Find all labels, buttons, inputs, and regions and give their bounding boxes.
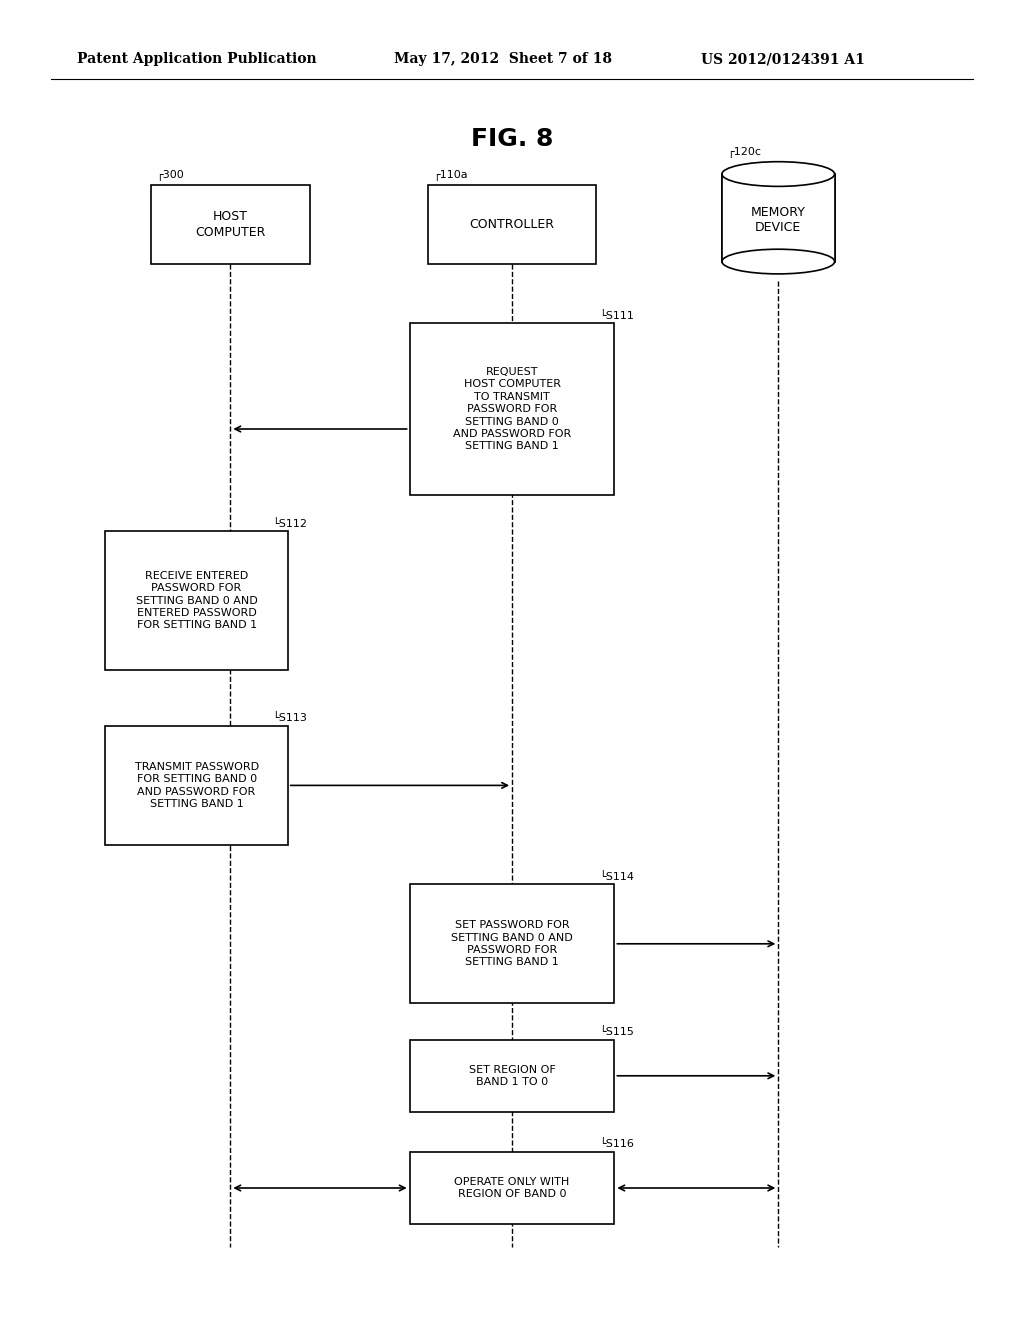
Bar bbox=[410, 323, 614, 495]
Bar bbox=[105, 726, 288, 845]
Text: └S112: └S112 bbox=[272, 519, 307, 528]
Text: ┌300: ┌300 bbox=[157, 170, 184, 181]
Bar bbox=[410, 1151, 614, 1225]
Text: └S114: └S114 bbox=[599, 871, 634, 882]
Text: TRANSMIT PASSWORD
FOR SETTING BAND 0
AND PASSWORD FOR
SETTING BAND 1: TRANSMIT PASSWORD FOR SETTING BAND 0 AND… bbox=[134, 762, 259, 809]
Text: └S113: └S113 bbox=[272, 713, 307, 723]
Ellipse shape bbox=[722, 249, 835, 275]
Text: OPERATE ONLY WITH
REGION OF BAND 0: OPERATE ONLY WITH REGION OF BAND 0 bbox=[455, 1177, 569, 1199]
Bar bbox=[410, 1040, 614, 1111]
Bar bbox=[428, 185, 596, 264]
Text: └S115: └S115 bbox=[599, 1027, 634, 1038]
Text: SET PASSWORD FOR
SETTING BAND 0 AND
PASSWORD FOR
SETTING BAND 1: SET PASSWORD FOR SETTING BAND 0 AND PASS… bbox=[452, 920, 572, 968]
Text: May 17, 2012  Sheet 7 of 18: May 17, 2012 Sheet 7 of 18 bbox=[394, 53, 612, 66]
Text: ┌110a: ┌110a bbox=[432, 170, 467, 181]
Text: ┌120c: ┌120c bbox=[727, 147, 761, 158]
Text: HOST
COMPUTER: HOST COMPUTER bbox=[196, 210, 265, 239]
Text: FIG. 8: FIG. 8 bbox=[471, 127, 553, 150]
Ellipse shape bbox=[722, 161, 835, 186]
Text: MEMORY
DEVICE: MEMORY DEVICE bbox=[751, 206, 806, 234]
Bar bbox=[410, 884, 614, 1003]
Text: Patent Application Publication: Patent Application Publication bbox=[77, 53, 316, 66]
Text: CONTROLLER: CONTROLLER bbox=[469, 218, 555, 231]
Bar bbox=[152, 185, 309, 264]
Text: US 2012/0124391 A1: US 2012/0124391 A1 bbox=[701, 53, 865, 66]
Text: SET REGION OF
BAND 1 TO 0: SET REGION OF BAND 1 TO 0 bbox=[469, 1065, 555, 1086]
Bar bbox=[722, 174, 835, 261]
Text: └S111: └S111 bbox=[599, 310, 634, 321]
Text: REQUEST
HOST COMPUTER
TO TRANSMIT
PASSWORD FOR
SETTING BAND 0
AND PASSWORD FOR
S: REQUEST HOST COMPUTER TO TRANSMIT PASSWO… bbox=[453, 367, 571, 451]
Bar bbox=[105, 531, 288, 671]
Text: RECEIVE ENTERED
PASSWORD FOR
SETTING BAND 0 AND
ENTERED PASSWORD
FOR SETTING BAN: RECEIVE ENTERED PASSWORD FOR SETTING BAN… bbox=[136, 570, 257, 631]
Text: └S116: └S116 bbox=[599, 1139, 634, 1148]
